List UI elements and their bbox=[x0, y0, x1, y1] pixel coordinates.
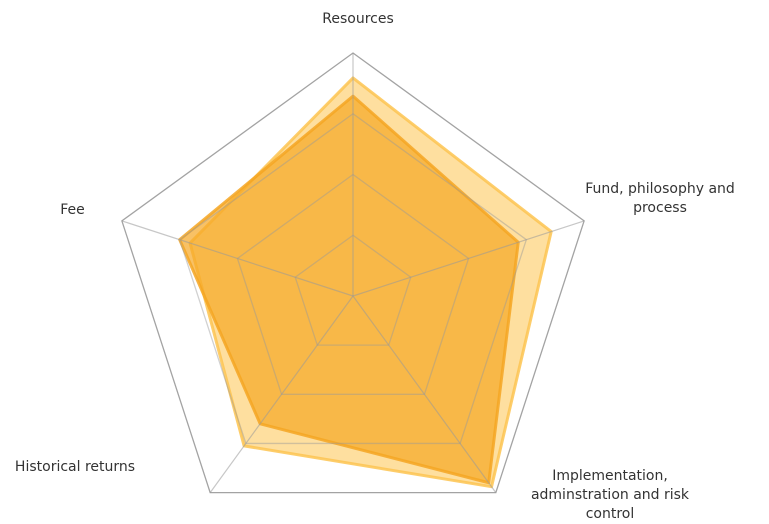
category-label: Implementation, adminstration and risk c… bbox=[530, 468, 690, 522]
category-label: Fund, philosophy and process bbox=[585, 181, 735, 216]
category-label: Fee bbox=[60, 202, 85, 218]
grid-ring bbox=[178, 112, 528, 445]
spoke bbox=[352, 295, 497, 493]
spoke bbox=[209, 295, 354, 493]
spoke bbox=[352, 220, 585, 297]
spoke bbox=[121, 220, 354, 297]
grid-ring bbox=[236, 173, 470, 395]
category-label: Historical returns bbox=[14, 459, 136, 475]
series-area bbox=[178, 94, 520, 485]
category-label: Resources bbox=[322, 11, 394, 27]
grid-ring bbox=[121, 52, 585, 494]
grid-ring bbox=[294, 234, 412, 346]
